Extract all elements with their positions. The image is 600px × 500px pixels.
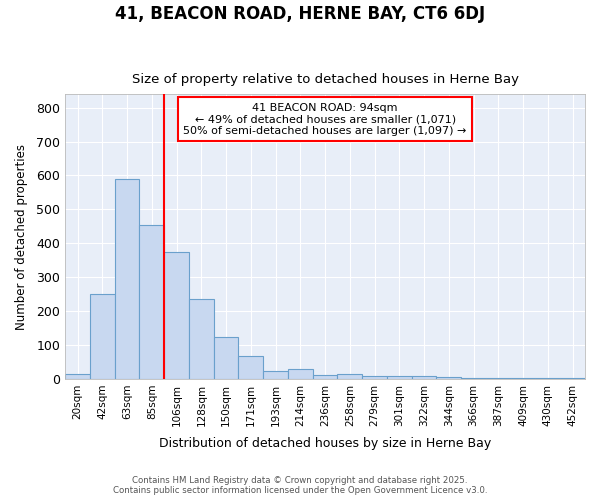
Bar (238, 356, 263, 379)
Text: 41 BEACON ROAD: 94sqm
← 49% of detached houses are smaller (1,071)
50% of semi-d: 41 BEACON ROAD: 94sqm ← 49% of detached … (184, 102, 467, 136)
Bar (436, 377, 461, 379)
Bar (139, 224, 164, 379)
Bar (535, 378, 560, 379)
Bar (115, 179, 139, 379)
Bar (461, 378, 486, 379)
Bar (362, 376, 387, 379)
Title: Size of property relative to detached houses in Herne Bay: Size of property relative to detached ho… (131, 73, 518, 86)
Bar (65, 374, 90, 379)
Bar (337, 374, 362, 379)
Bar (387, 376, 412, 379)
Text: 41, BEACON ROAD, HERNE BAY, CT6 6DJ: 41, BEACON ROAD, HERNE BAY, CT6 6DJ (115, 5, 485, 23)
Bar (90, 294, 115, 379)
Bar (288, 368, 313, 379)
Bar (313, 375, 337, 379)
X-axis label: Distribution of detached houses by size in Herne Bay: Distribution of detached houses by size … (159, 437, 491, 450)
Bar (164, 252, 189, 379)
Bar (214, 336, 238, 379)
Bar (412, 376, 436, 379)
Bar (560, 378, 585, 379)
Bar (263, 372, 288, 379)
Bar (189, 299, 214, 379)
Bar (486, 378, 511, 379)
Text: Contains HM Land Registry data © Crown copyright and database right 2025.
Contai: Contains HM Land Registry data © Crown c… (113, 476, 487, 495)
Y-axis label: Number of detached properties: Number of detached properties (15, 144, 28, 330)
Bar (511, 378, 535, 379)
